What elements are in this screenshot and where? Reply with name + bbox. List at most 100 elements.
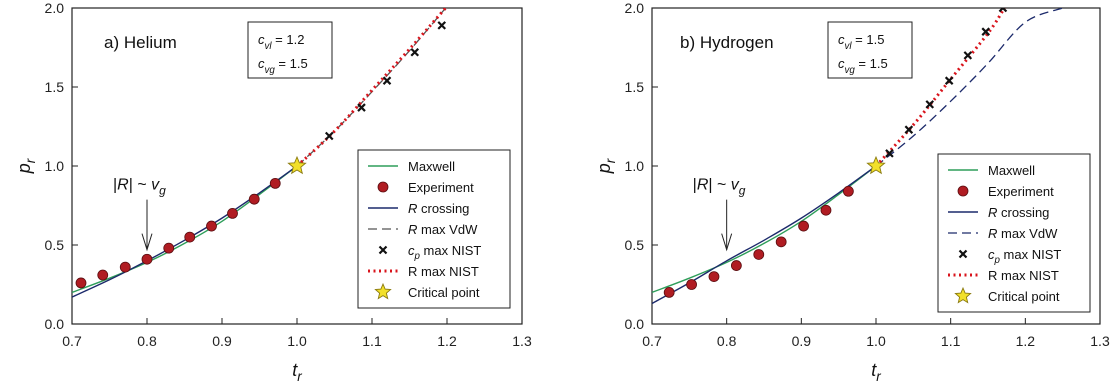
y-tick-label: 2.0 [45, 0, 65, 16]
y-tick-label: 0.0 [625, 316, 645, 332]
x-tick-label: 0.9 [792, 333, 812, 349]
x-tick-label: 0.9 [212, 333, 232, 349]
legend-label-c-p-max-nist: cp max NIST [988, 247, 1061, 266]
legend-label-critical-point: Critical point [408, 285, 480, 300]
annotation-label: |R| ~ vg [693, 177, 746, 198]
point-c-p-max-nist [410, 47, 420, 57]
panel-title: a) Helium [104, 33, 177, 52]
param-label: cvg = 1.5 [838, 56, 888, 76]
legend-label-r-max-vdw: R max VdW [408, 222, 478, 237]
point-experiment [686, 279, 697, 290]
legend-swatch-c-p-max-nist [378, 245, 388, 255]
point-experiment [75, 277, 87, 289]
point-experiment [184, 231, 196, 243]
point-c-p-max-nist [944, 76, 954, 85]
legend-swatch-critical-point [374, 282, 392, 300]
param-label: cvl = 1.5 [838, 32, 884, 52]
x-tick-label: 0.7 [62, 333, 82, 349]
point-c-p-max-nist [885, 149, 894, 158]
point-c-p-max-nist [925, 100, 935, 109]
series-r-max-vdw-line [875, 8, 1063, 167]
x-tick-label: 1.2 [1016, 333, 1036, 349]
point-experiment [206, 220, 217, 232]
legend-swatch-experiment [377, 181, 389, 193]
panel-title: b) Hydrogen [680, 33, 774, 52]
legend-label-experiment: Experiment [408, 180, 474, 195]
chart-panel-b: 0.7 0.8 0.9 1.0 1.1 1.2 1.3 0.0 0.5 1.0 1.5 2.0 tr pr… [594, 0, 1110, 384]
x-tick-label: 0.8 [717, 333, 737, 349]
point-experiment [663, 286, 675, 298]
plot-area [72, 8, 448, 298]
legend-label-experiment: Experiment [988, 184, 1054, 199]
legend-label-maxwell: Maxwell [408, 159, 455, 174]
legend-label-r-crossing: R crossing [988, 205, 1049, 220]
x-tick-label: 1.1 [362, 333, 382, 349]
param-label: cvg = 1.5 [258, 56, 308, 76]
point-c-p-max-nist [357, 103, 366, 112]
y-axis-label: pr [594, 158, 618, 174]
point-experiment [798, 220, 809, 232]
legend-label-r-max-nist: R max NIST [988, 268, 1059, 283]
point-critical-point [287, 155, 307, 175]
x-tick-label: 1.0 [866, 333, 886, 349]
point-experiment [227, 207, 238, 219]
point-c-p-max-nist [998, 8, 1008, 13]
annotation-arrow-head [141, 233, 153, 252]
point-experiment [775, 236, 787, 248]
point-experiment [753, 249, 765, 260]
annotation-arrow-head [721, 233, 733, 252]
legend-label-critical-point: Critical point [988, 289, 1060, 304]
legend-label-r-crossing: R crossing [408, 201, 469, 216]
point-c-p-max-nist [981, 27, 991, 36]
series-maxwell-line [72, 165, 298, 294]
legend-swatch-critical-point [954, 286, 972, 304]
x-tick-label: 1.3 [512, 333, 532, 349]
y-axis-label: pr [14, 158, 38, 174]
point-experiment [820, 204, 832, 216]
param-label: cvl = 1.2 [258, 32, 304, 52]
point-experiment [97, 269, 109, 281]
x-tick-label: 1.2 [437, 333, 457, 349]
point-experiment [119, 261, 131, 273]
point-c-p-max-nist [382, 76, 392, 85]
x-tick-label: 1.1 [941, 333, 961, 349]
legend-label-r-max-nist: R max NIST [408, 264, 479, 279]
y-tick-label: 0.0 [45, 316, 65, 332]
x-tick-label: 1.3 [1090, 333, 1110, 349]
y-tick-label: 0.5 [45, 237, 65, 253]
point-experiment [708, 271, 720, 283]
chart-panel-a: 0.7 0.8 0.9 1.0 1.1 1.2 1.3 0.0 0.5 1.0 1.5 2.0 tr pr… [14, 0, 532, 384]
point-experiment [842, 185, 854, 197]
y-tick-label: 1.0 [45, 158, 65, 174]
point-experiment [141, 253, 153, 265]
legend-label-c-p-max-nist: cp max NIST [408, 243, 481, 262]
annotation-label: |R| ~ vg [113, 177, 166, 198]
point-experiment [730, 260, 742, 271]
plot-area [652, 8, 1063, 305]
point-experiment [248, 193, 260, 205]
y-tick-label: 1.0 [625, 158, 645, 174]
point-critical-point [866, 155, 886, 175]
series-maxwell-line [652, 165, 877, 294]
y-tick-label: 1.5 [625, 79, 645, 95]
y-tick-label: 1.5 [45, 79, 65, 95]
params-box [247, 21, 333, 79]
point-c-p-max-nist [963, 51, 973, 60]
point-experiment [163, 242, 175, 254]
x-tick-label: 0.7 [642, 333, 662, 349]
legend-label-r-max-vdw: R max VdW [988, 226, 1058, 241]
series-r-crossing-line [72, 165, 298, 298]
legend-label-maxwell: Maxwell [988, 163, 1035, 178]
point-c-p-max-nist [324, 131, 334, 141]
y-tick-label: 0.5 [625, 237, 645, 253]
x-axis-label: tr [871, 360, 881, 384]
x-tick-label: 1.0 [287, 333, 307, 349]
y-tick-label: 2.0 [625, 0, 645, 16]
series-r-crossing-line [652, 165, 877, 305]
point-c-p-max-nist [437, 21, 447, 30]
x-tick-label: 0.8 [137, 333, 157, 349]
x-axis-label: tr [292, 360, 302, 384]
legend-swatch-experiment [957, 185, 969, 197]
series-r-max-nist-line [295, 8, 448, 168]
